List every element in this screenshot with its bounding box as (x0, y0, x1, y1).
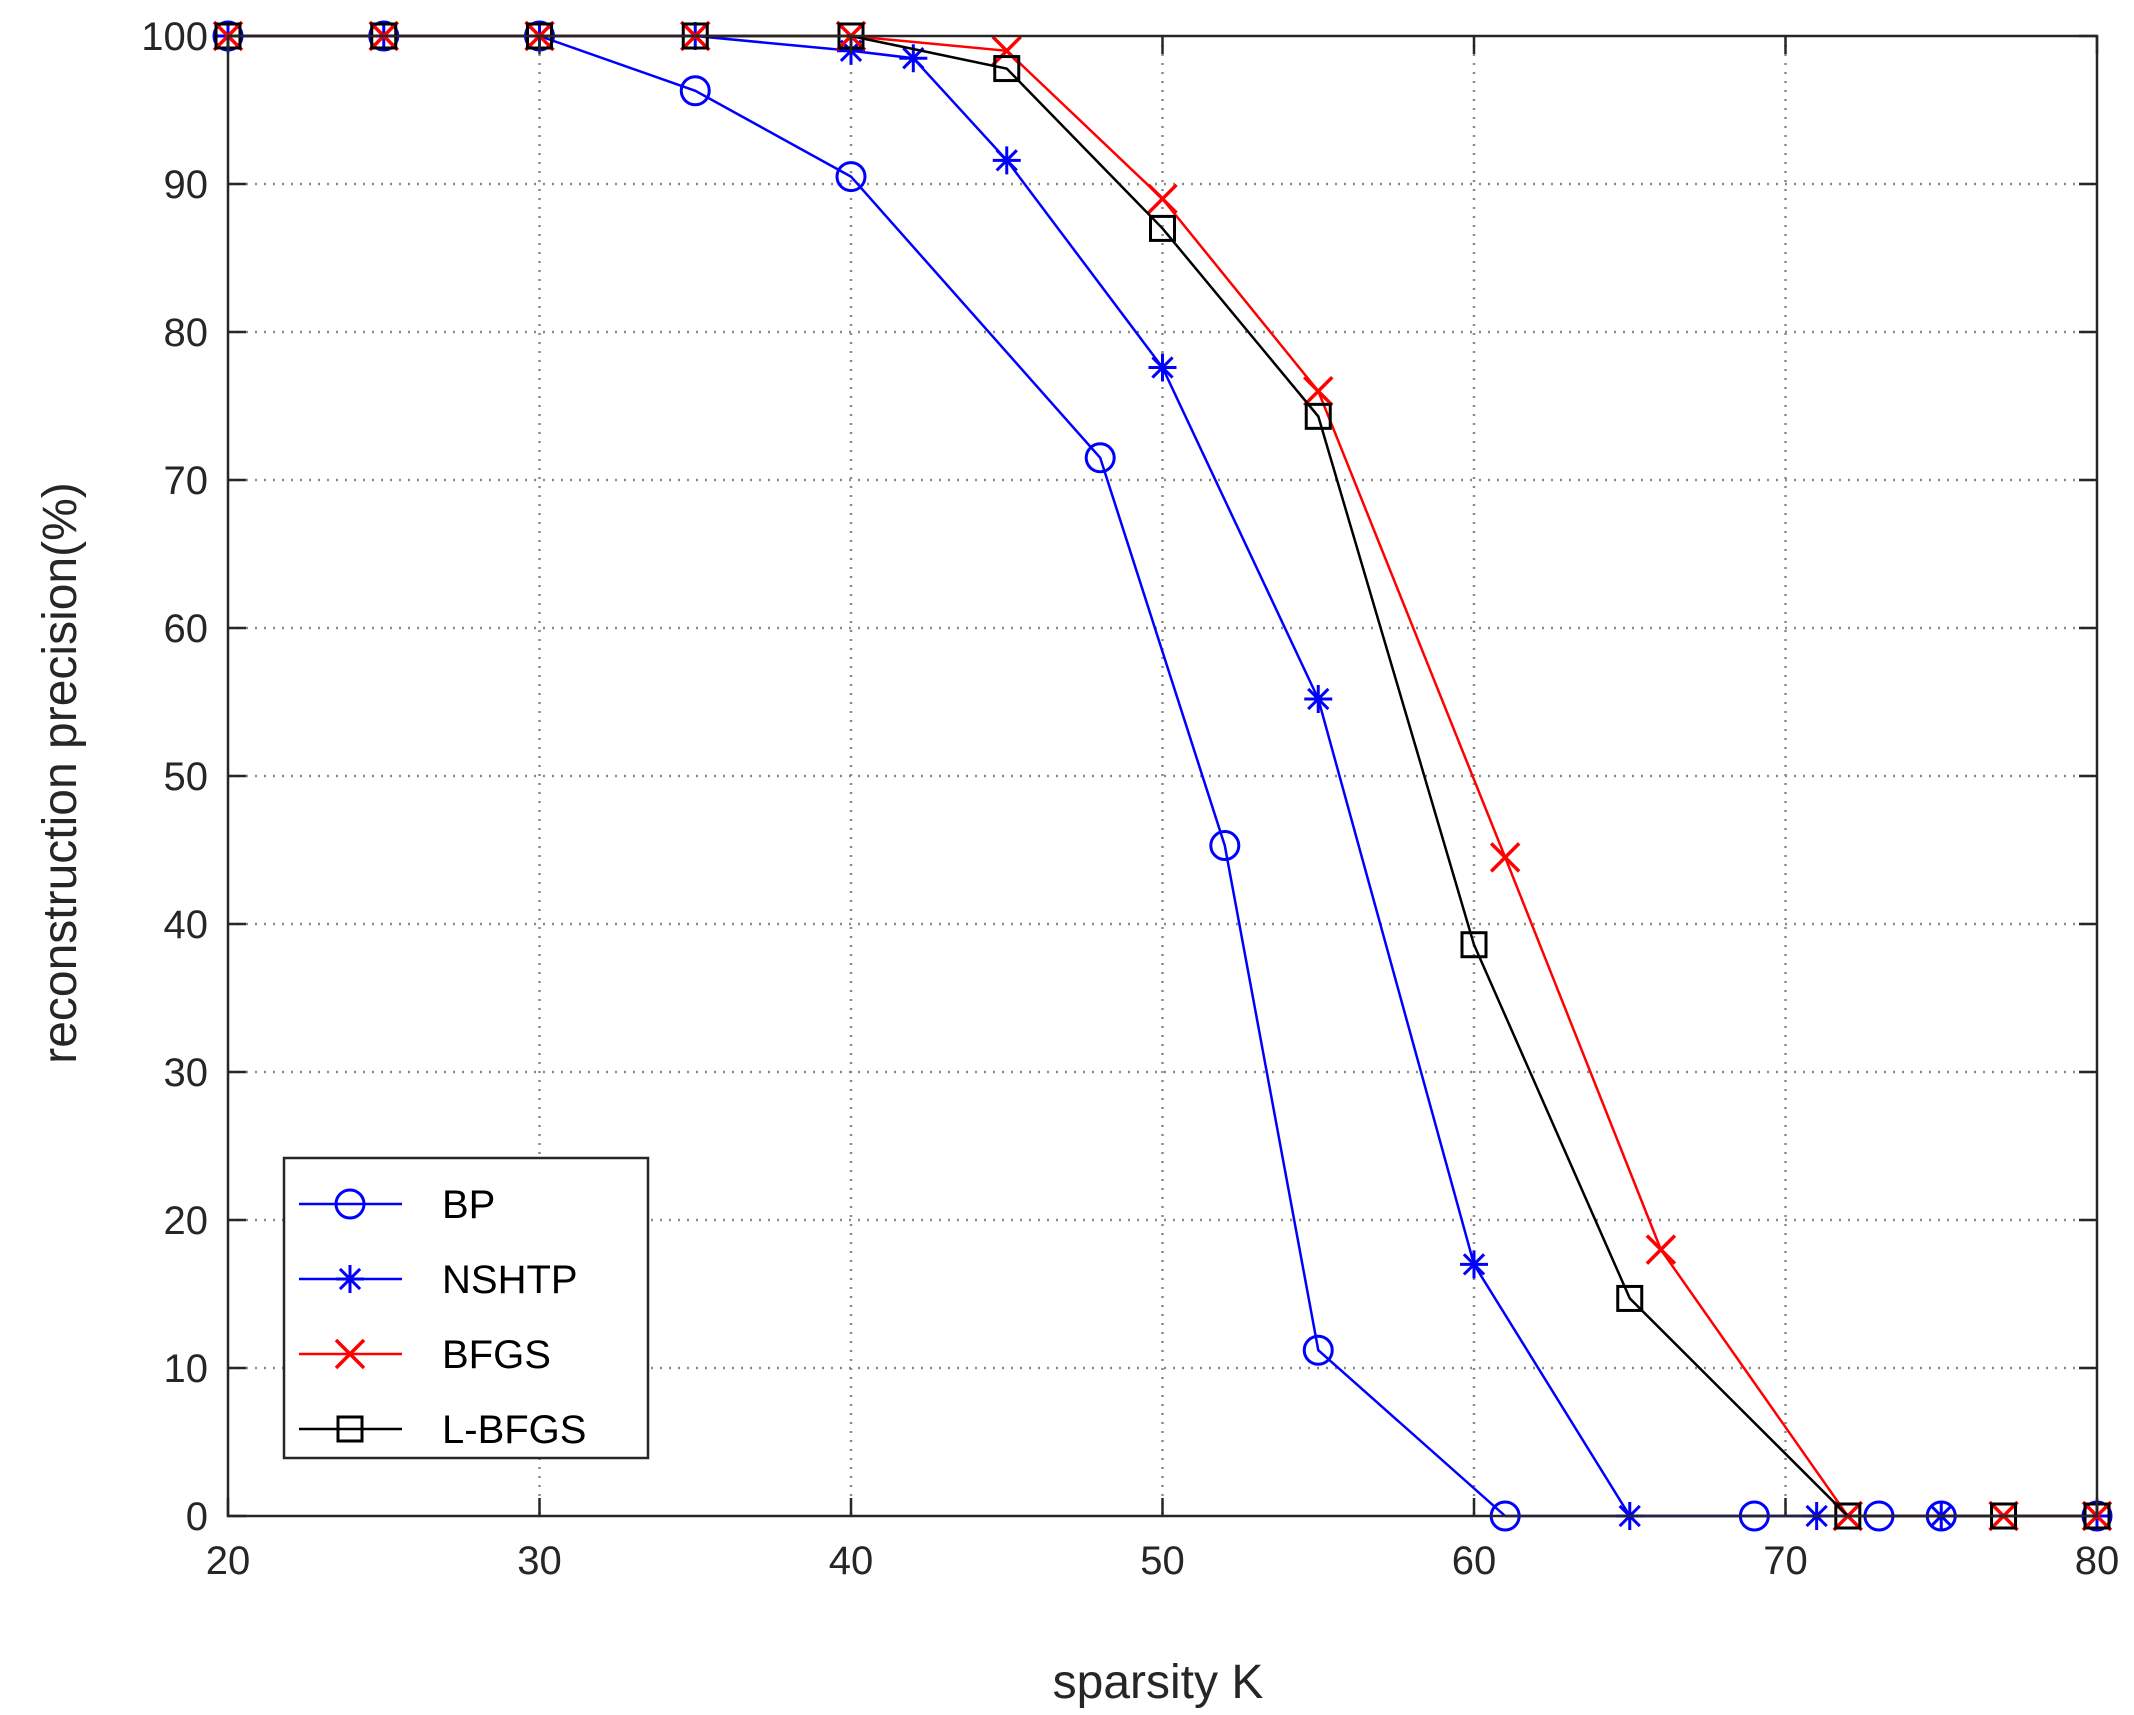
legend-label: BFGS (442, 1333, 551, 1377)
legend-item-nshtp: NSHTP (299, 1258, 578, 1302)
data-point-bfgs (1489, 842, 1521, 873)
data-point-bp (835, 161, 867, 193)
data-point-bfgs (1303, 375, 1334, 407)
x-tick-label: 30 (517, 1539, 562, 1583)
data-point-bp (1084, 442, 1116, 474)
legend-label: BP (442, 1183, 495, 1227)
data-point-nshtp (1148, 353, 1177, 382)
data-point-bfgs (1147, 183, 1178, 215)
axes: 20 30 40 50 60 70 80 0 10 20 30 40 50 60 70 80 90 100 (141, 15, 2119, 1583)
x-tick-label: 40 (829, 1539, 874, 1583)
legend-box (282, 1156, 650, 1460)
data-point-bfgs (1645, 1234, 1677, 1265)
x-tick-label: 50 (1140, 1539, 1185, 1583)
data-point-bp (679, 75, 711, 107)
x-tick-label: 20 (206, 1539, 251, 1583)
data-point-bp (1209, 830, 1241, 862)
legend-item-bp: BP (299, 1183, 495, 1227)
legend-item-bfgs: BFGS (299, 1333, 551, 1377)
data-point-l-bfgs (993, 55, 1021, 83)
y-tick-label: 0 (186, 1495, 208, 1539)
data-point-nshtp (992, 146, 1021, 175)
data-point-bp (1302, 1334, 1334, 1366)
x-tick-label: 60 (1452, 1539, 1497, 1583)
x-axis-title: sparsity K (1053, 1656, 1264, 1709)
y-tick-label: 40 (164, 903, 209, 947)
y-tick-label: 30 (164, 1051, 209, 1095)
y-tick-label: 100 (141, 15, 208, 59)
legend-marker (334, 1338, 366, 1370)
legend-label: NSHTP (442, 1258, 578, 1302)
data-point-l-bfgs (1616, 1284, 1644, 1312)
data-point-bfgs (991, 35, 1022, 67)
data-point-l-bfgs (1149, 214, 1176, 242)
legend-marker (334, 1188, 366, 1220)
data-point-nshtp (1460, 1250, 1488, 1279)
y-tick-label: 90 (164, 163, 209, 207)
y-tick-label: 10 (164, 1347, 209, 1391)
data-point-l-bfgs (1460, 931, 1488, 959)
data-point-nshtp (1304, 685, 1333, 714)
grid-lines (228, 36, 2097, 1516)
x-tick-label: 80 (2075, 1539, 2120, 1583)
data-point-nshtp (899, 44, 928, 73)
legend-item-l-bfgs: L-BFGS (299, 1408, 586, 1452)
legend-marker (336, 1265, 364, 1293)
x-tick-label: 70 (1763, 1539, 1808, 1583)
y-tick-label: 70 (164, 459, 209, 503)
legend: BP NSHTP BFGS L-BFGS (282, 1156, 650, 1460)
y-tick-label: 20 (164, 1199, 209, 1243)
y-tick-label: 50 (164, 755, 209, 799)
y-axis-title: reconstruction precision(%) (34, 482, 87, 1064)
legend-label: L-BFGS (442, 1408, 586, 1452)
y-tick-label: 60 (164, 607, 209, 651)
y-tick-label: 80 (164, 311, 209, 355)
legend-marker (336, 1415, 364, 1443)
data-point-l-bfgs (1304, 402, 1332, 430)
